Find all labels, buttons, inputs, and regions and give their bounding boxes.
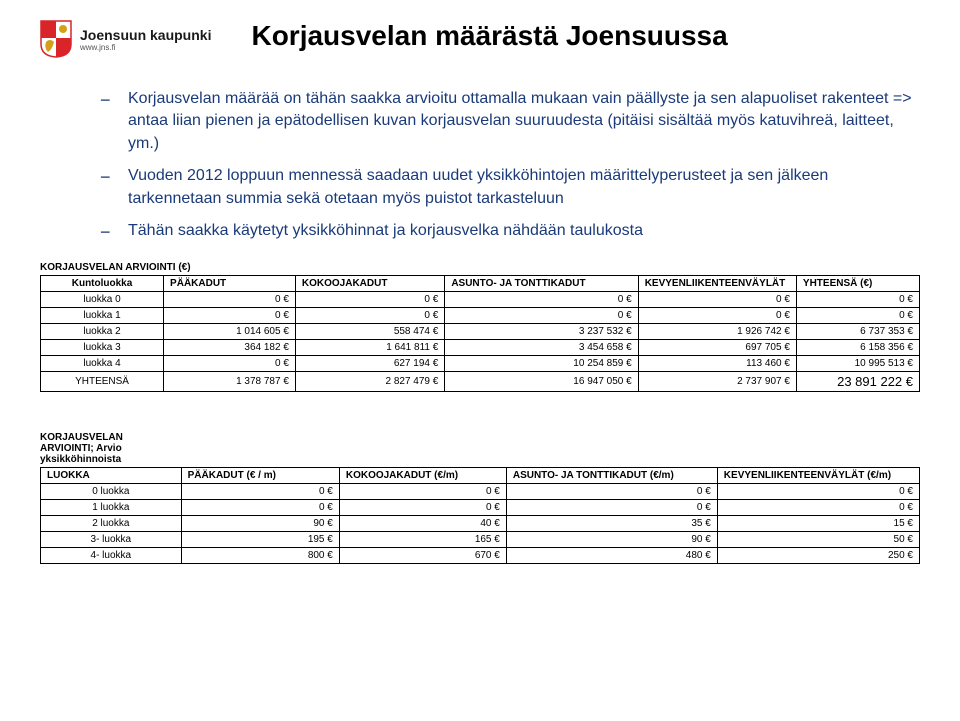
table-col-header: LUOKKA [41,468,182,484]
table-cell: 3 454 658 € [445,340,638,356]
header: Joensuun kaupunki www.jns.fi Korjausvela… [40,20,920,68]
table-col-header: ASUNTO- JA TONTTIKADUT (€/m) [506,468,717,484]
table-cell: 195 € [181,532,339,548]
table-cell: 0 € [339,500,506,516]
table-cell: 1 378 787 € [164,372,296,392]
table2-title: KORJAUSVELAN ARVIOINTI; Arvio yksikköhin… [40,432,170,465]
table-col-header: YHTEENSÄ (€) [796,276,919,292]
table-cell: YHTEENSÄ [41,372,164,392]
table-cell: 113 460 € [638,356,796,372]
table-cell: luokka 3 [41,340,164,356]
table-cell: 2 827 479 € [295,372,444,392]
table1-title: KORJAUSVELAN ARVIOINTI (€) [40,262,920,273]
table-col-header: KEVYENLIIKENTEENVÄYLÄT (€/m) [717,468,919,484]
table-col-header: KOKOOJAKADUT (€/m) [339,468,506,484]
logo-url: www.jns.fi [80,43,211,52]
table-row: luokka 00 €0 €0 €0 €0 € [41,292,920,308]
shield-icon [40,20,72,58]
table-cell: 558 474 € [295,324,444,340]
table-cell: 627 194 € [295,356,444,372]
table-cell: 1 926 742 € [638,324,796,340]
table-cell: 800 € [181,548,339,564]
table-row: luokka 21 014 605 €558 474 €3 237 532 €1… [41,324,920,340]
table-cell: 40 € [339,516,506,532]
table-cell: 90 € [181,516,339,532]
table-yksikkohinnat: LUOKKAPÄÄKADUT (€ / m)KOKOOJAKADUT (€/m)… [40,467,920,564]
table-row: 3- luokka195 €165 €90 €50 € [41,532,920,548]
table-cell: 23 891 222 € [796,372,919,392]
bullet-item: Vuoden 2012 loppuun mennessä saadaan uud… [100,165,920,210]
table-cell: 0 € [717,500,919,516]
table-col-header: Kuntoluokka [41,276,164,292]
table-korjausvelka: KuntoluokkaPÄÄKADUTKOKOOJAKADUTASUNTO- J… [40,275,920,392]
table-cell: 0 € [295,292,444,308]
table-cell: 0 € [796,308,919,324]
logo-brand: Joensuun kaupunki [80,27,211,43]
table-cell: 35 € [506,516,717,532]
table-cell: 90 € [506,532,717,548]
table-cell: 0 € [295,308,444,324]
table-cell: 250 € [717,548,919,564]
table-cell: 0 € [181,500,339,516]
table-cell: 0 luokka [41,484,182,500]
table-cell: 0 € [164,356,296,372]
table-row: luokka 3364 182 €1 641 811 €3 454 658 €6… [41,340,920,356]
table-col-header: KEVYENLIIKENTEENVÄYLÄT [638,276,796,292]
table-cell: 3- luokka [41,532,182,548]
bullet-item: Tähän saakka käytetyt yksikköhinnat ja k… [100,220,920,242]
table-cell: luokka 2 [41,324,164,340]
table-row: 4- luokka800 €670 €480 €250 € [41,548,920,564]
table-col-header: PÄÄKADUT (€ / m) [181,468,339,484]
table-cell: 0 € [164,308,296,324]
table-cell: 364 182 € [164,340,296,356]
table-cell: 6 737 353 € [796,324,919,340]
table-header-row: LUOKKAPÄÄKADUT (€ / m)KOKOOJAKADUT (€/m)… [41,468,920,484]
table-cell: 3 237 532 € [445,324,638,340]
table-cell: 0 € [638,308,796,324]
table-cell: luokka 0 [41,292,164,308]
table-row: 1 luokka0 €0 €0 €0 € [41,500,920,516]
bullet-list: Korjausvelan määrää on tähän saakka arvi… [40,88,920,242]
table-cell: 165 € [339,532,506,548]
table-cell: 6 158 356 € [796,340,919,356]
table-col-header: PÄÄKADUT [164,276,296,292]
table-cell: 2 737 907 € [638,372,796,392]
table-row: luokka 10 €0 €0 €0 €0 € [41,308,920,324]
table-cell: 16 947 050 € [445,372,638,392]
bullet-item: Korjausvelan määrää on tähän saakka arvi… [100,88,920,155]
table-cell: 0 € [339,484,506,500]
table-cell: 480 € [506,548,717,564]
table-cell: 1 014 605 € [164,324,296,340]
logo: Joensuun kaupunki www.jns.fi [40,20,211,58]
table-cell: 1 luokka [41,500,182,516]
table-cell: 0 € [638,292,796,308]
page-title: Korjausvelan määrästä Joensuussa [251,20,920,52]
table-cell: 1 641 811 € [295,340,444,356]
table-row: 2 luokka90 €40 €35 €15 € [41,516,920,532]
table-cell: 0 € [164,292,296,308]
table-cell: 50 € [717,532,919,548]
table-cell: luokka 1 [41,308,164,324]
table-cell: 670 € [339,548,506,564]
table-cell: 0 € [506,500,717,516]
table-cell: 0 € [445,308,638,324]
table-cell: 0 € [506,484,717,500]
table-cell: 0 € [796,292,919,308]
table-header-row: KuntoluokkaPÄÄKADUTKOKOOJAKADUTASUNTO- J… [41,276,920,292]
table-cell: 0 € [717,484,919,500]
table-cell: 10 995 513 € [796,356,919,372]
table-cell: 10 254 859 € [445,356,638,372]
table-cell: 4- luokka [41,548,182,564]
table-cell: luokka 4 [41,356,164,372]
table-cell: 15 € [717,516,919,532]
table-row: YHTEENSÄ1 378 787 €2 827 479 €16 947 050… [41,372,920,392]
table-cell: 2 luokka [41,516,182,532]
table-row: luokka 40 €627 194 €10 254 859 €113 460 … [41,356,920,372]
table-col-header: ASUNTO- JA TONTTIKADUT [445,276,638,292]
table-cell: 697 705 € [638,340,796,356]
table-col-header: KOKOOJAKADUT [295,276,444,292]
table-cell: 0 € [181,484,339,500]
table-cell: 0 € [445,292,638,308]
table-row: 0 luokka0 €0 €0 €0 € [41,484,920,500]
